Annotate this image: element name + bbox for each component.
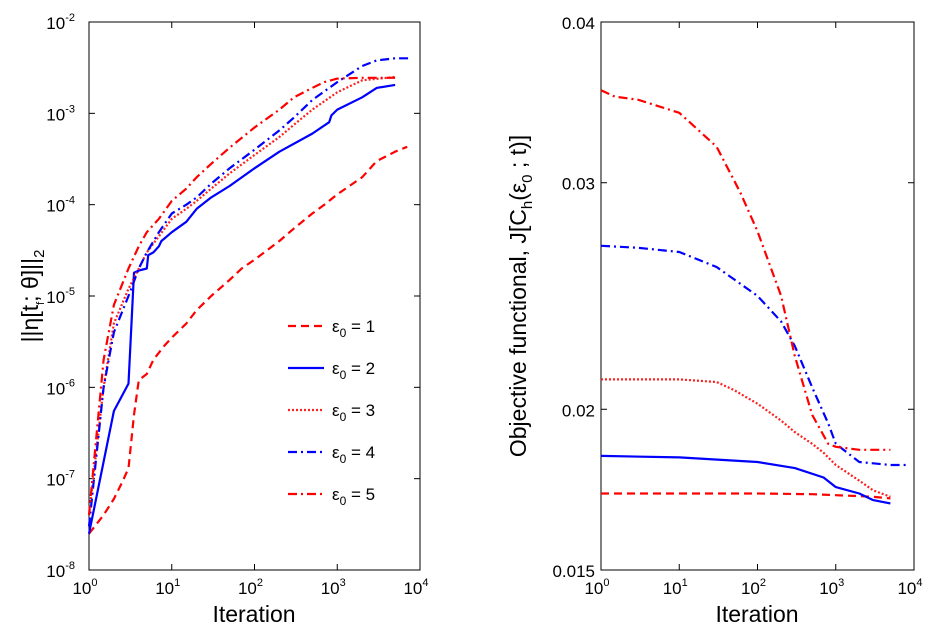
right-y-label-part3: ; t)] [505,135,531,175]
right-x-tick-label: 101 [663,577,688,598]
left-y-tick-label: 10-3 [46,103,75,124]
right-y-axis: 0.015 0.02 0.03 0.04 [552,14,914,581]
left-x-tick-label: 101 [155,577,180,598]
left-y-label-part1: ||η[t [17,304,43,342]
right-series-line-3 [601,378,891,498]
legend-entry-5: ε0 = 5 [332,485,375,508]
left-chart: 100 101 102 103 104 10-8 10-7 10-6 10-5 10-4 10-3… [17,12,429,627]
right-series-line-4 [600,244,907,467]
right-y-tick-label: 0.015 [552,562,595,581]
right-x-tick-label: 100 [584,577,609,598]
left-x-tick-label: 100 [72,577,97,598]
right-x-tick-label: 103 [819,577,844,598]
left-x-axis: 100 101 102 103 104 [72,22,429,598]
right-y-label-sub-0: 0 [519,175,536,183]
right-x-tick-label: 102 [741,577,766,598]
right-x-axis: 100 101 102 103 104 [584,22,923,598]
legend-entry-3: ε0 = 3 [332,401,375,424]
right-x-tick-label: 104 [897,577,922,598]
right-chart: 100 101 102 103 104 0.015 0.02 0.03 0.04 Iterat… [505,14,923,627]
left-series-line-1 [88,145,408,535]
right-y-label-part2: (ε [505,183,531,201]
right-series-line-5 [600,89,891,451]
right-y-tick-label: 0.03 [562,175,595,194]
legend-entry-1: ε0 = 1 [332,317,375,340]
left-y-tick-label: 10-6 [46,377,75,398]
right-series-line-1 [601,492,891,500]
right-y-tick-label: 0.04 [562,14,595,33]
left-y-tick-label: 10-7 [46,469,75,490]
legend-entry-4: ε0 = 4 [332,443,375,466]
right-y-tick-label: 0.02 [562,401,595,420]
left-series-group [87,57,412,535]
left-y-tick-label: 10-8 [46,560,75,581]
left-y-tick-label: 10-5 [46,286,75,307]
right-series-line-2 [600,454,891,505]
legend-entry-2: ε0 = 2 [332,359,375,382]
left-x-tick-label: 104 [403,577,428,598]
right-x-axis-label: Iteration [715,601,798,627]
left-x-tick-label: 102 [238,577,263,598]
legend: ε0 = 1 ε0 = 2 ε0 = 3 ε0 = 4 ε0 = 5 [288,317,375,508]
left-x-axis-label: Iteration [212,601,295,627]
left-series-line-5 [87,76,396,516]
left-x-tick-label: 103 [321,577,346,598]
right-series-group [600,89,907,505]
left-y-tick-label: 10-2 [46,12,75,33]
left-series-line-3 [87,75,396,516]
left-y-label-sub2: 2 [31,250,48,258]
right-y-label-part1: Objective functional, J[C [505,209,531,457]
left-y-tick-label: 10-4 [46,195,75,216]
left-series-line-2 [87,83,396,534]
left-y-label-part2: ; θ]|| [17,258,43,302]
right-plot-frame [600,21,915,571]
right-y-axis-label: Objective functional, J[Ch(ε0 ; t)] [505,135,536,457]
left-y-label-sub: f [35,301,47,305]
right-y-label-sub-h: h [519,201,536,209]
left-y-axis: 10-8 10-7 10-6 10-5 10-4 10-3 10-2 [46,12,420,581]
left-y-axis-label: ||η[tf; θ]||2 [17,250,48,343]
